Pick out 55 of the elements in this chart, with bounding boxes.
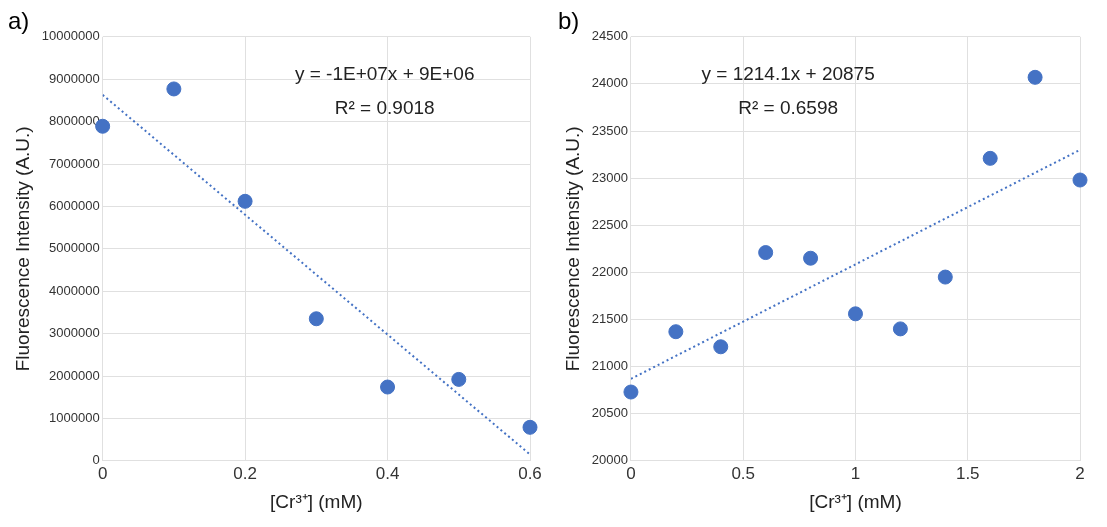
y-tick-label: 0 bbox=[92, 452, 100, 468]
annotation: y = 1214.1x + 20875 bbox=[701, 63, 875, 85]
annotation: R² = 0.9018 bbox=[334, 97, 435, 119]
x-tick-label: 0.2 bbox=[233, 463, 257, 483]
point bbox=[803, 250, 819, 266]
y-tick-label: 20500 bbox=[591, 405, 628, 421]
x-tick-label: 0.6 bbox=[518, 463, 542, 483]
point bbox=[522, 419, 538, 435]
point bbox=[892, 321, 908, 337]
point bbox=[1027, 69, 1043, 85]
y-tick-label: 21500 bbox=[591, 311, 628, 327]
point bbox=[1072, 172, 1088, 188]
y-tick-label: 10000000 bbox=[41, 28, 100, 44]
y-axis-title: Fluorescence Intensity (A.U.) bbox=[561, 126, 583, 372]
y-tick-label: 8000000 bbox=[49, 113, 100, 129]
y-tick-label: 6000000 bbox=[49, 197, 100, 213]
point bbox=[166, 81, 182, 97]
point bbox=[308, 311, 324, 327]
point bbox=[937, 269, 953, 285]
point bbox=[758, 245, 774, 261]
x-axis-title: [Cr³⁺] (mM) bbox=[809, 490, 902, 512]
y-tick-label: 7000000 bbox=[49, 155, 100, 171]
y-tick-label: 9000000 bbox=[49, 70, 100, 86]
y-tick-label: 1000000 bbox=[49, 409, 100, 425]
point bbox=[713, 339, 729, 355]
x-tick-label: 1 bbox=[850, 463, 861, 483]
y-tick-label: 20000 bbox=[591, 452, 628, 468]
point bbox=[237, 193, 253, 209]
y-tick-label: 24000 bbox=[591, 75, 628, 91]
x-tick-label: 2 bbox=[1075, 463, 1085, 483]
point bbox=[982, 150, 998, 166]
point bbox=[668, 324, 684, 340]
y-tick-label: 3000000 bbox=[49, 325, 100, 341]
point bbox=[451, 371, 467, 387]
x-tick-label: 0.5 bbox=[731, 463, 756, 483]
annotation: R² = 0.6598 bbox=[738, 97, 839, 119]
y-tick-label: 24500 bbox=[591, 28, 628, 44]
y-axis-title: Fluorescence Intensity (A.U.) bbox=[11, 126, 33, 372]
y-tick-label: 4000000 bbox=[49, 282, 100, 298]
x-tick-label: 1.5 bbox=[955, 463, 980, 483]
annotation: y = -1E+07x + 9E+06 bbox=[294, 63, 475, 85]
x-tick-label: 0.4 bbox=[375, 463, 400, 483]
y-tick-label: 5000000 bbox=[49, 240, 100, 256]
y-tick-label: 22000 bbox=[591, 263, 628, 279]
y-tick-label: 23000 bbox=[591, 169, 628, 185]
y-tick-label: 23500 bbox=[591, 122, 628, 138]
x-axis-title: [Cr³⁺] (mM) bbox=[270, 490, 363, 512]
y-tick-label: 22500 bbox=[591, 216, 628, 232]
chart-title: a) bbox=[8, 7, 30, 35]
y-tick-label: 21000 bbox=[591, 358, 628, 374]
point bbox=[623, 384, 639, 400]
y-tick-label: 2000000 bbox=[49, 367, 100, 383]
point bbox=[847, 306, 863, 322]
point bbox=[380, 379, 396, 395]
chart-title: b) bbox=[558, 7, 580, 35]
